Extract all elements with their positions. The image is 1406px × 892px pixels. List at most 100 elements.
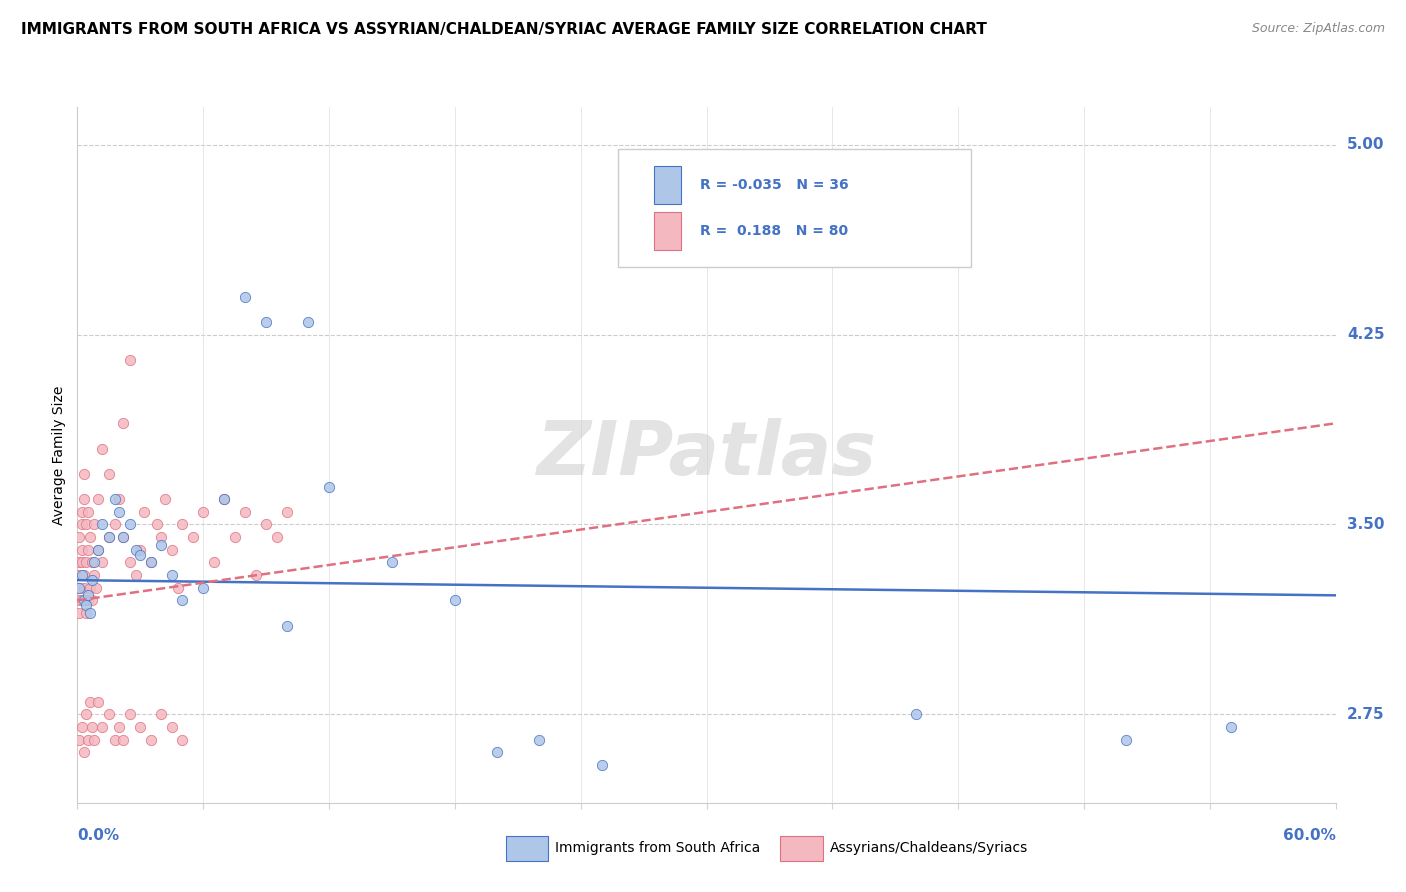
Point [254, 315, 277, 329]
Text: 2.75: 2.75 [1347, 706, 1385, 722]
Point [172, 517, 194, 532]
Point [72, 745, 94, 759]
Point [76, 732, 98, 747]
FancyBboxPatch shape [619, 149, 970, 267]
Point [75, 517, 97, 532]
Point [150, 538, 173, 552]
Point [75, 707, 97, 722]
Point [75, 606, 97, 620]
Point [104, 732, 127, 747]
Point [150, 530, 173, 544]
Point [79, 695, 101, 709]
Point [67, 606, 90, 620]
FancyBboxPatch shape [654, 211, 682, 250]
Point [75, 556, 97, 570]
Point [181, 530, 204, 544]
Point [266, 530, 288, 544]
Point [70, 556, 93, 570]
Point [97, 467, 120, 481]
Point [104, 517, 127, 532]
Point [79, 581, 101, 595]
Point [70, 517, 93, 532]
Point [276, 505, 298, 519]
Text: Source: ZipAtlas.com: Source: ZipAtlas.com [1251, 22, 1385, 36]
Point [80, 720, 103, 734]
Point [67, 556, 90, 570]
Point [112, 530, 135, 544]
Point [72, 467, 94, 481]
Point [245, 568, 267, 582]
Point [160, 720, 183, 734]
Point [108, 505, 131, 519]
Point [67, 581, 90, 595]
Point [75, 599, 97, 613]
Point [125, 542, 148, 557]
Point [70, 593, 93, 607]
Point [125, 568, 148, 582]
Point [160, 568, 183, 582]
Point [79, 530, 101, 544]
Point [112, 417, 135, 431]
Point [70, 542, 93, 557]
Point [97, 530, 120, 544]
Point [172, 732, 194, 747]
Text: ZIPatlas: ZIPatlas [537, 418, 876, 491]
Point [87, 542, 110, 557]
Point [112, 732, 135, 747]
Point [91, 442, 114, 456]
Text: R = -0.035   N = 36: R = -0.035 N = 36 [700, 178, 849, 192]
Text: 0.0%: 0.0% [77, 828, 120, 843]
Point [67, 581, 90, 595]
Point [254, 517, 277, 532]
Point [70, 720, 93, 734]
Point [91, 517, 114, 532]
Point [112, 530, 135, 544]
Text: Assyrians/Chaldeans/Syriacs: Assyrians/Chaldeans/Syriacs [830, 841, 1028, 855]
Point [167, 581, 190, 595]
Point [72, 581, 94, 595]
Point [139, 732, 162, 747]
Point [70, 505, 93, 519]
Text: 5.00: 5.00 [1347, 137, 1385, 153]
Point [83, 517, 105, 532]
Point [67, 732, 90, 747]
Point [233, 505, 256, 519]
Point [67, 530, 90, 544]
Point [1115, 732, 1137, 747]
Point [83, 568, 105, 582]
Point [87, 542, 110, 557]
Y-axis label: Average Family Size: Average Family Size [52, 385, 66, 524]
Point [108, 492, 131, 507]
Point [87, 695, 110, 709]
Point [70, 568, 93, 582]
Text: 4.25: 4.25 [1347, 327, 1385, 343]
Point [129, 548, 152, 562]
Point [118, 353, 141, 368]
Point [80, 573, 103, 587]
Point [297, 315, 319, 329]
Point [276, 618, 298, 632]
Point [139, 556, 162, 570]
Point [160, 542, 183, 557]
Point [202, 556, 225, 570]
Point [91, 720, 114, 734]
Point [172, 593, 194, 607]
Point [84, 581, 107, 595]
Point [191, 505, 215, 519]
Point [129, 542, 152, 557]
Point [72, 492, 94, 507]
Point [591, 757, 613, 772]
Text: 60.0%: 60.0% [1282, 828, 1336, 843]
Point [139, 556, 162, 570]
Point [118, 707, 141, 722]
Text: IMMIGRANTS FROM SOUTH AFRICA VS ASSYRIAN/CHALDEAN/SYRIAC AVERAGE FAMILY SIZE COR: IMMIGRANTS FROM SOUTH AFRICA VS ASSYRIAN… [21, 22, 987, 37]
Point [905, 707, 928, 722]
Point [1219, 720, 1241, 734]
Point [444, 593, 467, 607]
Point [104, 492, 127, 507]
Point [155, 492, 177, 507]
Point [118, 556, 141, 570]
Point [150, 707, 173, 722]
Text: Immigrants from South Africa: Immigrants from South Africa [555, 841, 761, 855]
Point [97, 707, 120, 722]
